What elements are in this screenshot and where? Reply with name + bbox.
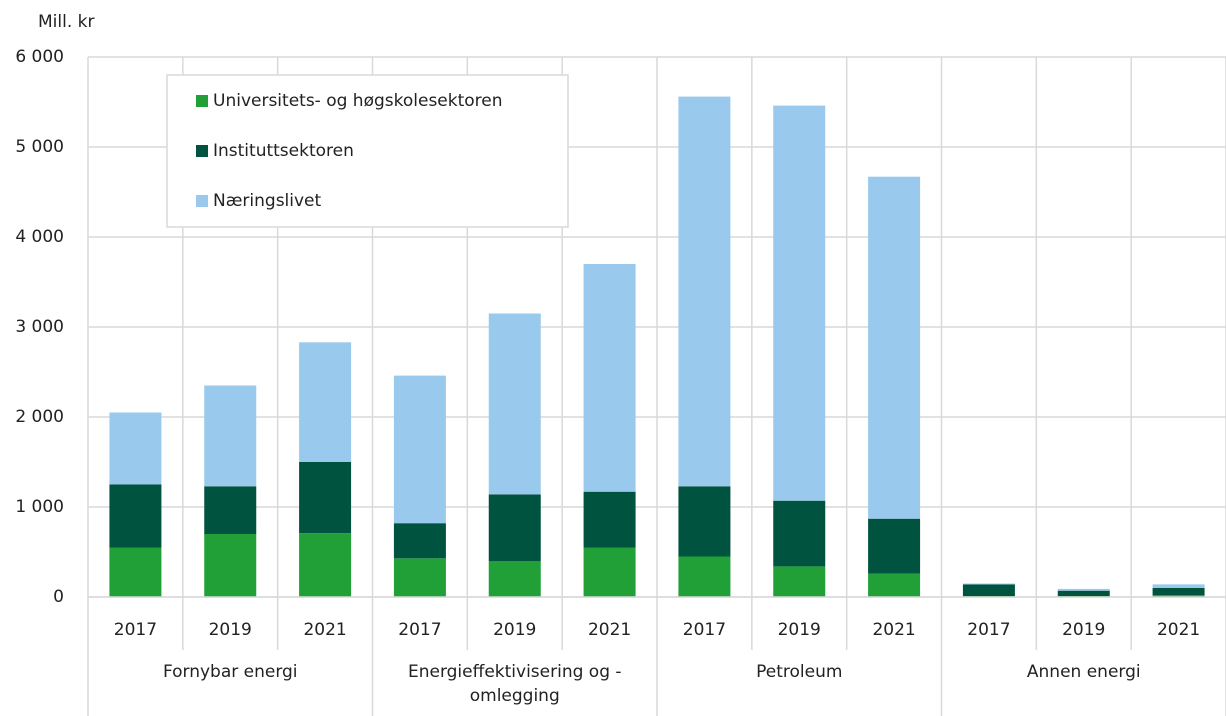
x-tick-label: 2021 [588, 620, 631, 640]
bar-segment [962, 583, 1015, 585]
bar-segment [393, 523, 446, 559]
group-label: Fornybar energi [162, 662, 298, 682]
y-tick-label: 4 000 [15, 227, 64, 247]
y-tick-label: 1 000 [15, 497, 64, 517]
bar-segment [109, 484, 162, 548]
group-label: Petroleum [756, 662, 843, 682]
y-tick-label: 2 000 [15, 407, 64, 427]
bar-segment [488, 561, 541, 597]
y-tick-label: 0 [53, 587, 64, 607]
bar-segment [1152, 584, 1205, 588]
bar-segment [583, 264, 636, 492]
bar-segment [109, 547, 162, 597]
bar-segment [868, 518, 921, 574]
bar-segment [678, 96, 731, 487]
legend-label: Instituttsektoren [213, 141, 354, 161]
bar-segment [773, 500, 826, 567]
bar-segment [678, 556, 731, 597]
x-tick-label: 2019 [778, 620, 821, 640]
bar-segment [773, 566, 826, 597]
legend-swatch [196, 195, 208, 207]
x-tick-label: 2021 [303, 620, 346, 640]
x-tick-label: 2019 [1062, 620, 1105, 640]
bar-segment [773, 105, 826, 501]
legend-swatch [196, 95, 208, 107]
bar-segment [299, 342, 352, 462]
bar-segment [393, 558, 446, 597]
bar-segment [204, 534, 257, 597]
bar-segment [1057, 590, 1110, 597]
y-tick-label: 5 000 [15, 137, 64, 157]
x-tick-label: 2021 [872, 620, 915, 640]
bar-segment [583, 547, 636, 597]
bar-segment [109, 412, 162, 485]
y-tick-label: 6 000 [15, 47, 64, 67]
bar-segment [1152, 588, 1205, 596]
x-tick-label: 2019 [209, 620, 252, 640]
bar-segment [488, 494, 541, 561]
bar-segment [204, 486, 257, 534]
y-axis-label: Mill. kr [38, 12, 94, 32]
legend-label: Næringslivet [213, 191, 322, 211]
legend-swatch [196, 145, 208, 157]
bar-segment [868, 573, 921, 597]
bar-segment [488, 313, 541, 495]
x-tick-label: 2017 [683, 620, 726, 640]
x-tick-label: 2017 [967, 620, 1010, 640]
legend-label: Universitets- og høgskolesektoren [213, 91, 503, 111]
x-tick-label: 2019 [493, 620, 536, 640]
group-label: Energieffektivisering og - omlegging [407, 662, 622, 706]
bar-segment [299, 533, 352, 597]
bar-segment [868, 176, 921, 519]
x-tick-label: 2017 [398, 620, 441, 640]
bar-segment [1057, 588, 1110, 591]
bar-segment [299, 462, 352, 534]
bar-segment [583, 491, 636, 548]
bar-segment [678, 486, 731, 557]
bar-segment [962, 584, 1015, 597]
group-label: Annen energi [1026, 662, 1141, 682]
bar-segment [393, 375, 446, 524]
bar-segment [1152, 595, 1205, 597]
legend-box [166, 74, 569, 228]
x-tick-label: 2017 [114, 620, 157, 640]
y-tick-label: 3 000 [15, 317, 64, 337]
bar-segment [204, 385, 257, 487]
x-tick-label: 2021 [1157, 620, 1200, 640]
